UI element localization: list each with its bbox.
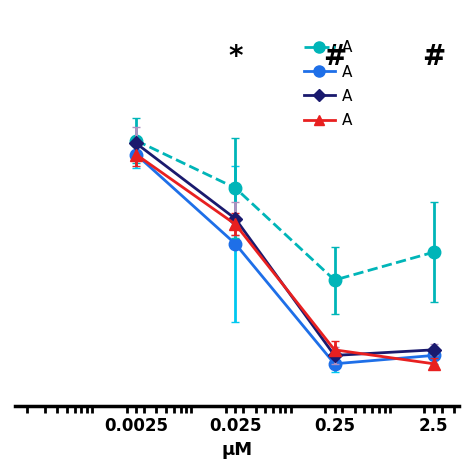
X-axis label: μM: μM: [221, 441, 253, 459]
Text: #: #: [422, 43, 445, 71]
Legend: A, A, A, A: A, A, A, A: [298, 34, 359, 134]
Text: *: *: [228, 43, 243, 71]
Text: #: #: [323, 43, 346, 71]
